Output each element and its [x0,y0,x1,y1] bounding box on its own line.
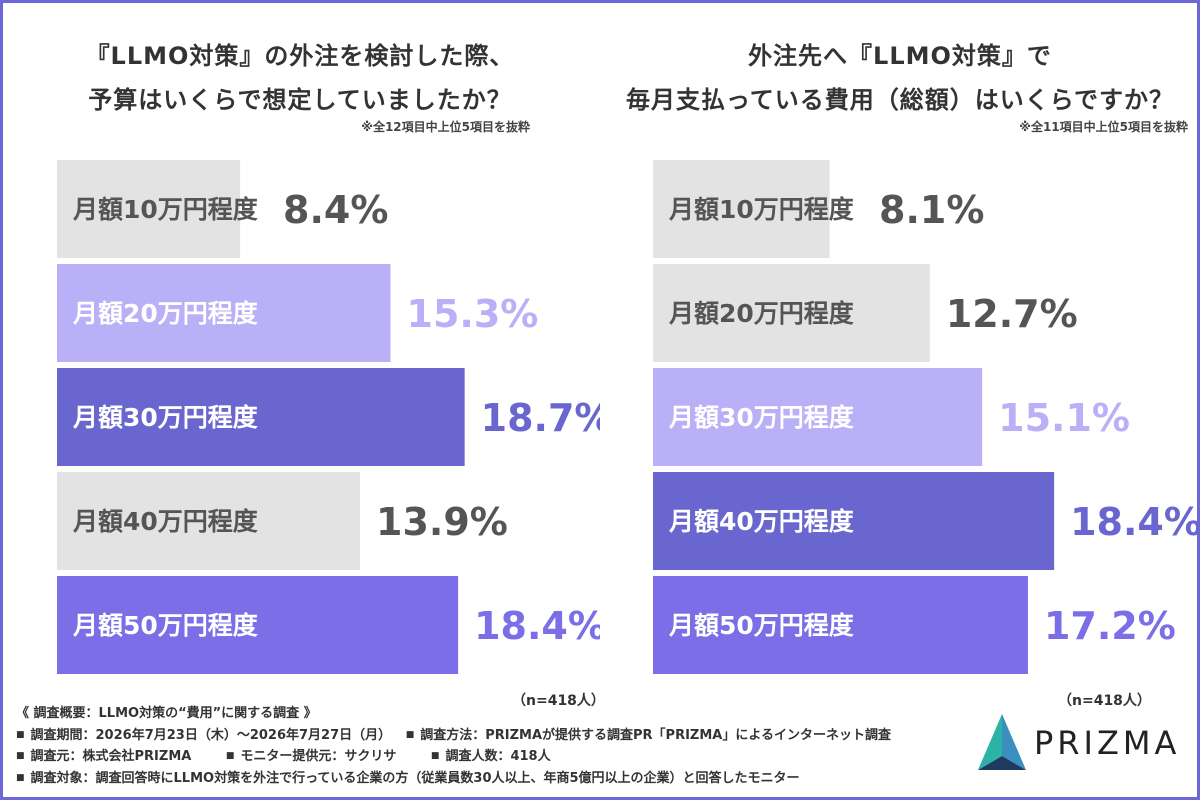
left-title-line2: 予算はいくらで想定していましたか？ [88,86,512,114]
bullet-icon: ■ [225,751,235,761]
right-value-label-1: 8.1% [879,188,984,232]
survey-period: 調査期間：2026年7月23日（木）～2026年7月27日（月） [30,727,392,743]
survey-target: 調査対象：調査回答時にLLMO対策を外注で行っている企業の方（従業員数30人以上… [30,770,800,786]
left-bar-4 [57,472,361,570]
right-bar-1 [653,160,830,258]
left-category-label-5: 月額50万円程度 [72,611,258,640]
right-sample-size: （n=418人） [1058,693,1151,709]
left-chart-note: ※全12項目中上位5項目を抜粋 [361,120,530,134]
bullet-icon: ■ [16,729,25,740]
left-sample-size: （n=418人） [512,693,605,709]
survey-organizer: 調査元：株式会社PRIZMA [30,749,192,764]
survey-method: 調査方法：PRIZMAが提供する調査PR「PRIZMA」によるインターネット調査 [420,727,891,743]
right-bar-5 [653,576,1028,674]
left-value-label-1: 8.4% [283,188,388,232]
survey-monitor: モニター提供元：サクリサ [240,749,397,764]
right-bar-4 [653,472,1055,570]
right-value-label-2: 12.7% [946,292,1078,336]
right-value-label-4: 18.4% [1070,500,1200,544]
prizma-logo-icon [978,714,1026,770]
right-category-label-4: 月額40万円程度 [668,507,854,536]
left-category-label-3: 月額30万円程度 [72,403,258,432]
left-title-line1: 『LLMO対策』の外注を検討した際、 [85,42,515,70]
left-bar-2 [57,264,391,362]
left-category-label-4: 月額40万円程度 [72,507,258,536]
overview-heading: 《 調査概要：LLMO対策の“費用”に関する調査 》 [16,706,317,721]
survey-count: 調査人数：418人 [445,749,551,764]
right-chart-title: 外注先へ『LLMO対策』で 毎月支払っている費用（総額）はいくらですか？ [600,34,1200,122]
prizma-logo-text: PRIZMA [1034,724,1181,762]
survey-overview: 《 調査概要：LLMO対策の“費用”に関する調査 》 ■ 調査期間：2026年7月… [16,703,996,789]
bullet-icon: ■ [16,751,25,761]
overview-line-period: ■ 調査期間：2026年7月23日（木）～2026年7月27日（月） ■ 調査方法：… [16,725,996,747]
right-category-label-1: 月額10万円程度 [668,195,854,224]
right-category-label-3: 月額30万円程度 [668,403,854,432]
bullet-icon: ■ [405,729,415,740]
prizma-logo: PRIZMA [974,712,1194,782]
left-value-label-2: 15.3% [407,292,539,336]
right-category-label-2: 月額20万円程度 [668,299,854,328]
right-value-label-5: 17.2% [1044,604,1176,648]
left-category-label-1: 月額10万円程度 [72,195,258,224]
right-title-line2: 毎月支払っている費用（総額）はいくらですか？ [625,86,1175,114]
left-chart-title: 『LLMO対策』の外注を検討した際、 予算はいくらで想定していましたか？ [0,34,600,122]
left-value-label-4: 13.9% [376,500,508,544]
overview-line-organizer: ■ 調査元：株式会社PRIZMA ■ モニター提供元：サクリサ ■ 調査人数：418人 [16,746,996,768]
right-title-line1: 外注先へ『LLMO対策』で [748,42,1052,70]
right-bar-2 [653,264,930,362]
left-bar-5 [57,576,459,674]
left-category-label-2: 月額20万円程度 [72,299,258,328]
right-chart-panel: 外注先へ『LLMO対策』で 毎月支払っている費用（総額）はいくらですか？ ※全1… [600,0,1200,709]
left-value-label-3: 18.7% [481,396,600,440]
right-chart-note: ※全11項目中上位5項目を抜粋 [1019,120,1188,134]
bullet-icon: ■ [16,772,25,783]
left-value-label-5: 18.4% [474,604,600,648]
bullet-icon: ■ [430,751,440,761]
left-bar-3 [57,368,465,466]
left-bar-1 [57,160,241,258]
right-bar-chart: 月額10万円程度 8.1% 月額20万円程度 12.7% 月額30万円程度 15.1% 月額… [653,160,1200,674]
right-bar-3 [653,368,983,466]
overview-line-target: ■ 調査対象：調査回答時にLLMO対策を外注で行っている企業の方（従業員数30人以… [16,768,996,790]
right-category-label-5: 月額50万円程度 [668,611,854,640]
left-bar-chart: 月額10万円程度 8.4% 月額20万円程度 15.3% 月額30万円程度 18.7% 月額… [57,160,600,674]
right-value-label-3: 15.1% [998,396,1130,440]
left-chart-panel: 『LLMO対策』の外注を検討した際、 予算はいくらで想定していましたか？ ※全1… [0,0,605,709]
